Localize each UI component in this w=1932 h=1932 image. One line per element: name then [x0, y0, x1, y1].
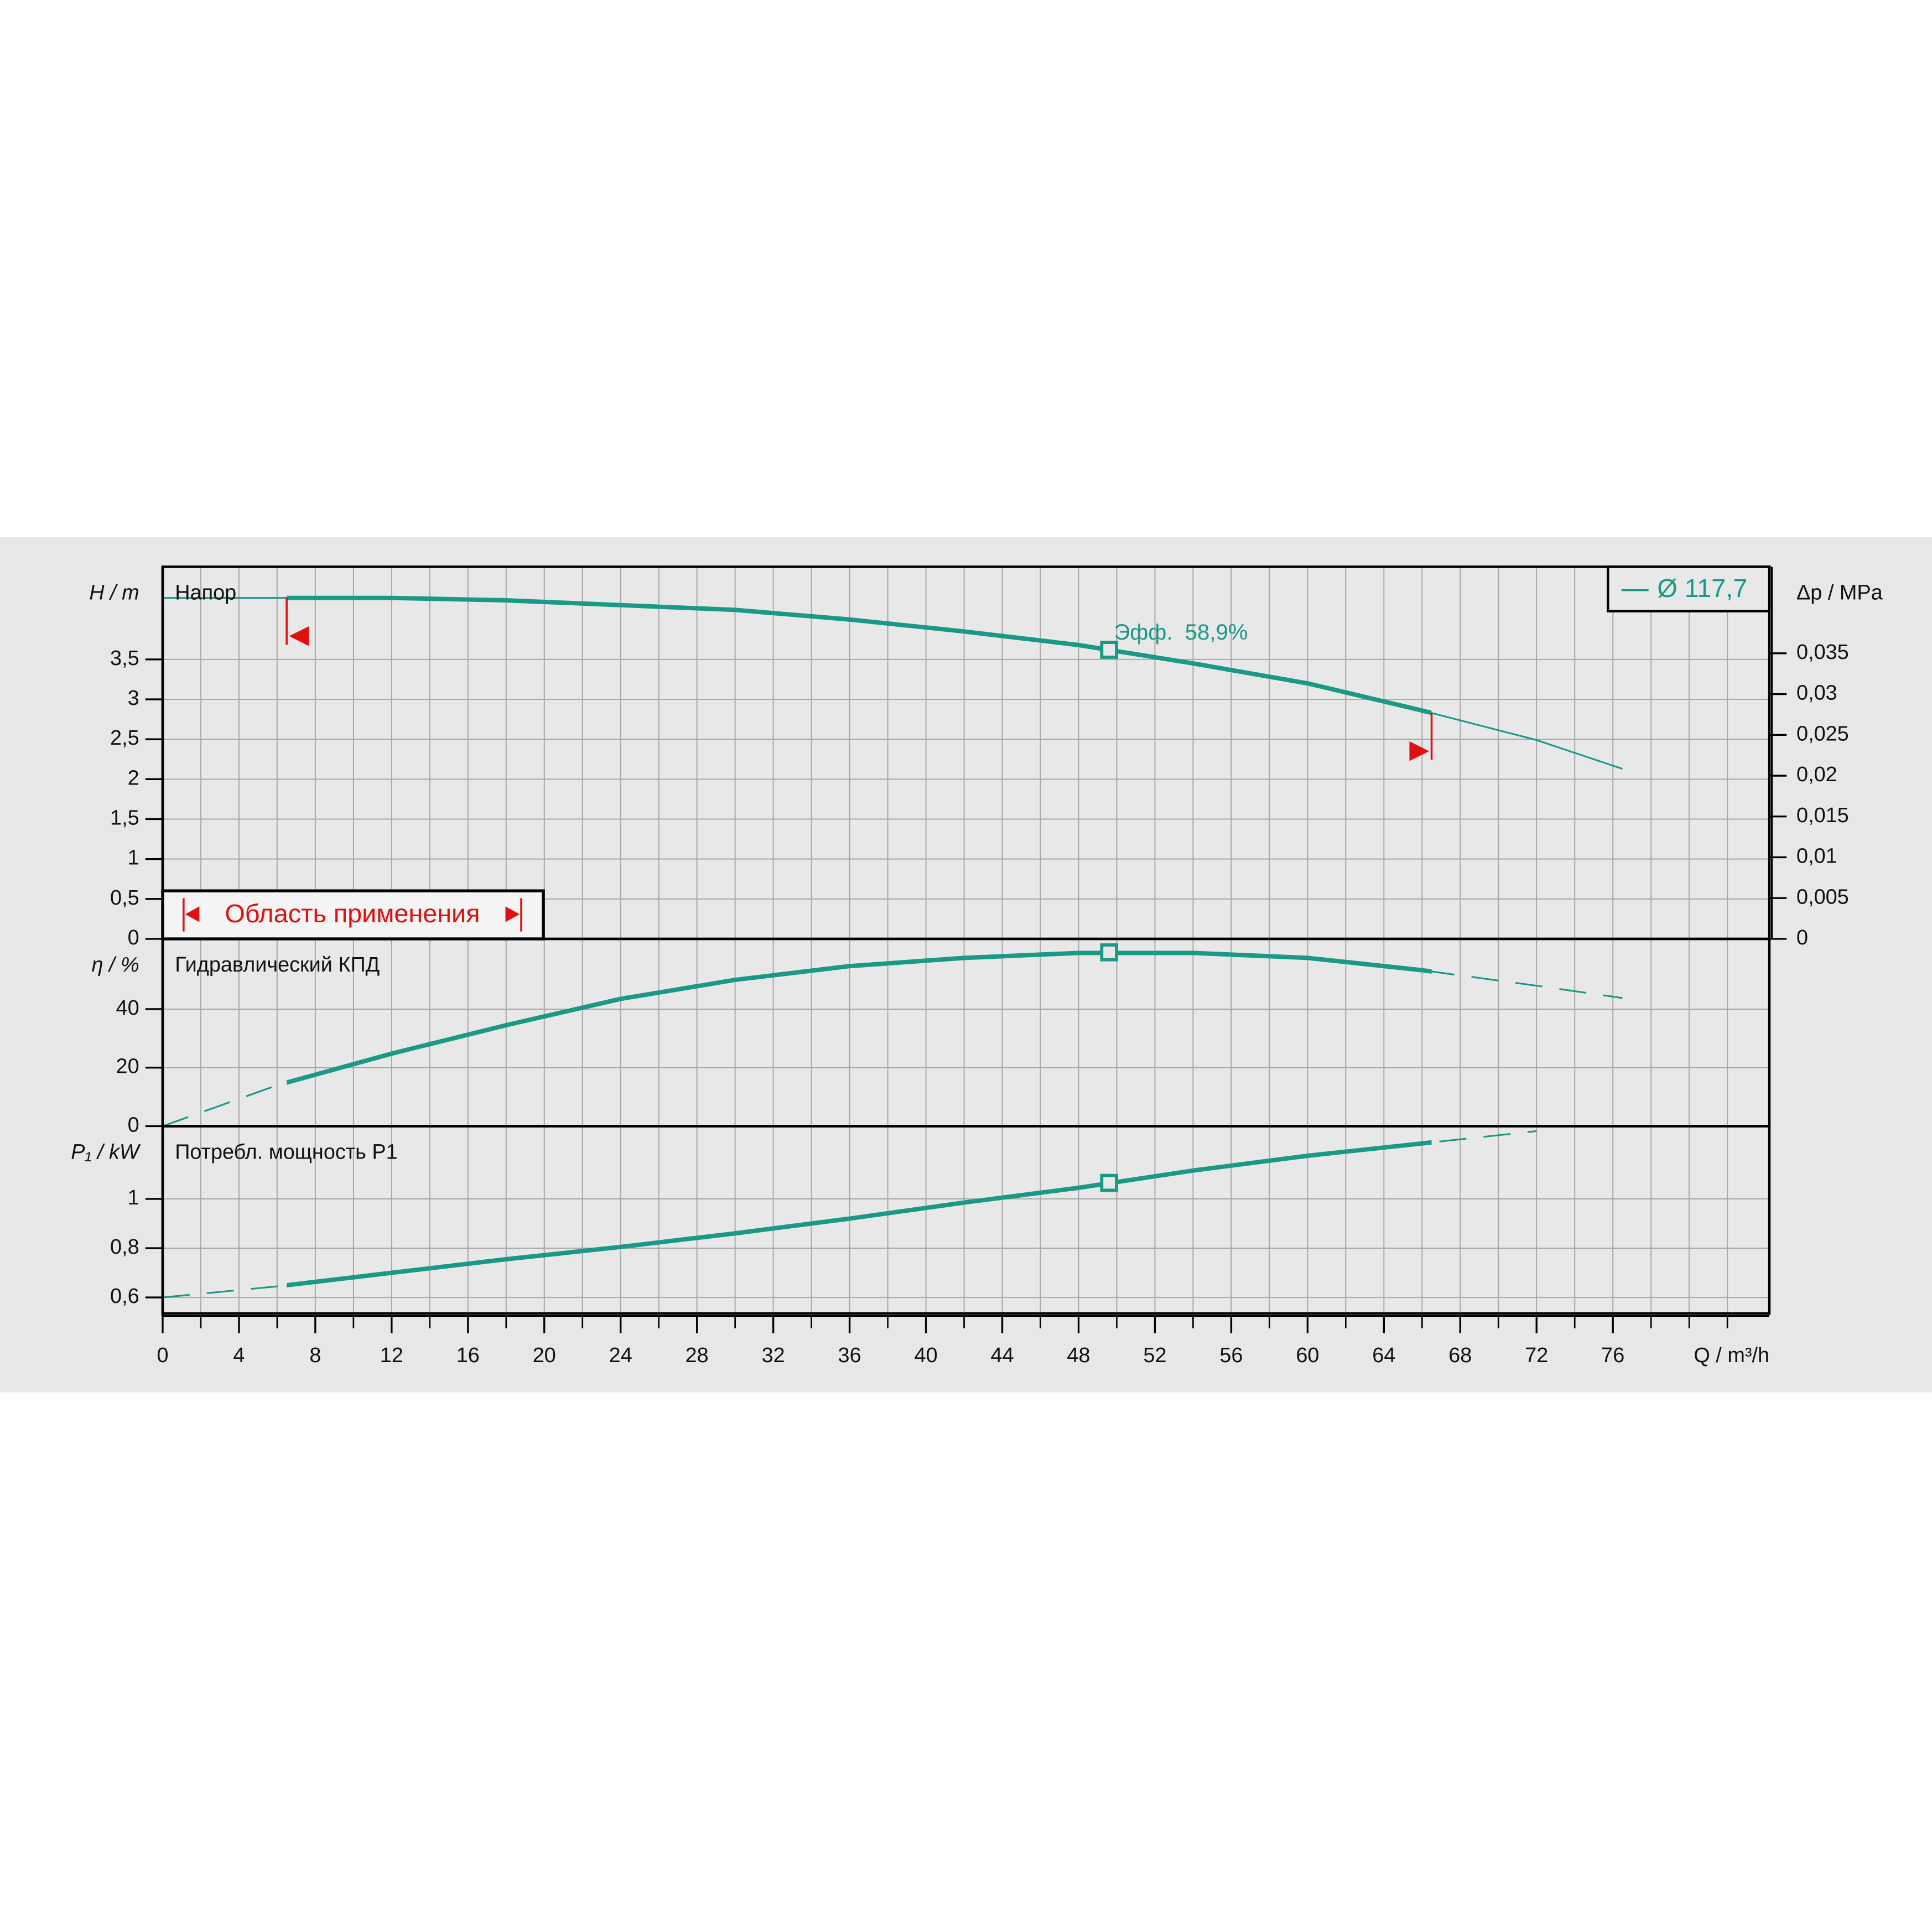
panel-title: Гидравлический КПД — [175, 953, 380, 977]
y-tick-label: 0 — [128, 1114, 139, 1137]
y-axis-label: H / m — [89, 581, 139, 604]
x-tick-label: 12 — [380, 1344, 403, 1367]
x-tick-label: 16 — [456, 1344, 480, 1367]
y-tick-label: 1 — [128, 846, 139, 870]
x-tick-label: 68 — [1448, 1344, 1472, 1367]
y2-tick-label: 0,01 — [1796, 845, 1837, 868]
x-tick-label: 48 — [1067, 1344, 1090, 1367]
x-tick-label: 24 — [609, 1344, 632, 1367]
legend-box — [1607, 565, 1771, 612]
range-marker-arrow — [1409, 741, 1430, 761]
x-tick-label: 52 — [1143, 1344, 1166, 1367]
x-tick-label: 0 — [157, 1344, 168, 1367]
duty-point — [1100, 1173, 1118, 1192]
range-box-right-arrow — [505, 898, 522, 932]
y-tick-label: 3 — [128, 687, 139, 710]
curves — [162, 595, 1623, 1299]
y2-axis-label: Δp / MPa — [1796, 581, 1883, 604]
y-tick-label: 20 — [116, 1055, 139, 1078]
y-tick-label: 0,8 — [110, 1235, 139, 1259]
range-marker-arrow — [289, 626, 309, 646]
y-tick-label: 2,5 — [110, 726, 139, 750]
y2-tick-label: 0,015 — [1796, 804, 1849, 827]
y-tick-label: 1,5 — [110, 807, 139, 830]
panel-title: Напор — [175, 581, 236, 604]
y-tick-label: 3,5 — [110, 647, 139, 670]
y-axis-label: P₁ / kW — [71, 1141, 141, 1164]
y2-tick-label: 0,02 — [1796, 763, 1837, 786]
curve — [287, 595, 1432, 715]
y-tick-label: 40 — [116, 996, 139, 1020]
x-tick-label: 36 — [838, 1344, 861, 1367]
x-tick-label: 8 — [309, 1344, 321, 1367]
range-box-left-arrow — [183, 898, 200, 932]
application-range-label: Область применения — [225, 899, 480, 928]
y-tick-label: 0,6 — [110, 1285, 139, 1308]
frames: 0 4 8 12 16 20 24 28 32 36 40 44 48 52 56 60 64 68 72 76 Q /… — [71, 565, 1883, 1367]
x-tick-label: 60 — [1296, 1344, 1319, 1367]
y2-tick-label: 0,03 — [1796, 682, 1837, 705]
panel-title: Потребл. мощность P1 — [175, 1141, 397, 1164]
y2-tick-label: 0,025 — [1796, 722, 1849, 745]
y-tick-label: 0 — [128, 926, 139, 949]
x-tick-label: 4 — [233, 1344, 245, 1367]
x-tick-label: 56 — [1219, 1344, 1243, 1367]
x-tick-label: 28 — [685, 1344, 709, 1367]
x-tick-label: 44 — [990, 1344, 1014, 1367]
x-tick-label: 40 — [915, 1344, 938, 1367]
x-tick-label: 20 — [533, 1344, 556, 1367]
y-axis-label: η / % — [91, 953, 139, 977]
x-tick-label: 76 — [1601, 1344, 1624, 1367]
efficiency-annotation: Эфф. 58,9% — [1114, 620, 1248, 645]
y2-tick-label: 0,005 — [1796, 885, 1849, 908]
duty-point — [1100, 641, 1118, 659]
x-tick-label: 64 — [1372, 1344, 1395, 1367]
curve — [287, 951, 1432, 1085]
y-tick-label: 0,5 — [110, 886, 139, 910]
x-tick-label: 72 — [1525, 1344, 1548, 1367]
x-tick-label: 32 — [762, 1344, 785, 1367]
y2-tick-label: 0 — [1796, 926, 1808, 949]
y-tick-label: 2 — [128, 766, 139, 790]
x-axis-label: Q / m³/h — [1694, 1344, 1769, 1367]
curve — [287, 1140, 1432, 1288]
legend-label: Ø 117,7 — [1657, 574, 1747, 603]
y2-tick-label: 0,035 — [1796, 641, 1849, 664]
duty-point — [1100, 943, 1118, 962]
y-tick-label: 1 — [128, 1186, 139, 1209]
